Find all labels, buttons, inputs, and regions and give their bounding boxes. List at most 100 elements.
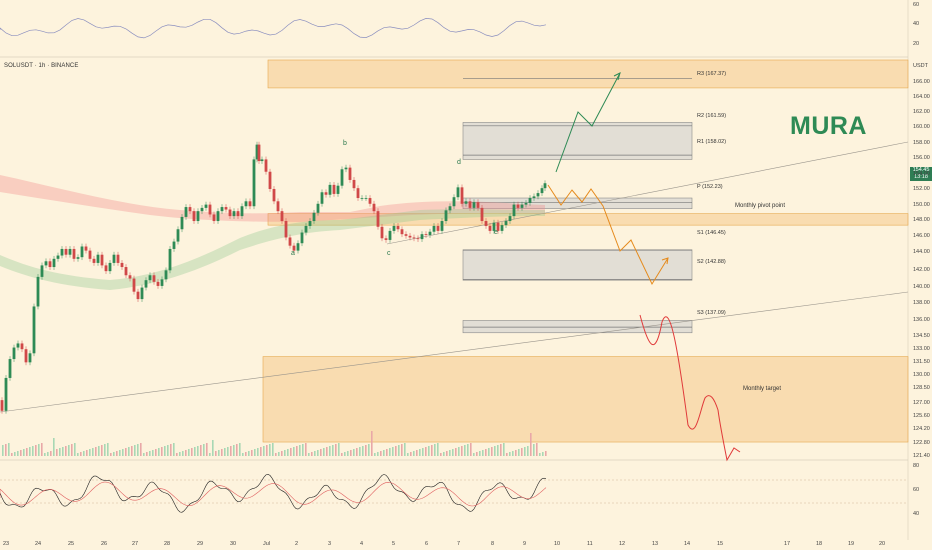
candle-body — [36, 276, 40, 307]
volume-bar — [218, 450, 220, 456]
volume-bar — [362, 446, 364, 456]
candle-body — [148, 275, 152, 281]
volume-bar — [308, 453, 310, 456]
time-tick-label: 17 — [784, 541, 791, 547]
time-tick-label: 24 — [35, 541, 42, 547]
volume-bar — [353, 449, 355, 456]
volume-bar — [173, 443, 175, 456]
volume-bar — [98, 446, 100, 456]
volume-bar — [488, 448, 490, 456]
candle-body — [288, 237, 292, 246]
candle-body — [408, 235, 412, 238]
volume-bar — [62, 447, 64, 456]
candle-body — [388, 230, 392, 240]
candle-body — [528, 198, 532, 203]
volume-bar — [509, 452, 511, 456]
volume-bar — [56, 449, 58, 456]
price-tick-label: 160.00 — [913, 124, 930, 130]
candle-body — [140, 287, 144, 300]
price-tick-label: 127.00 — [913, 400, 930, 406]
volume-bar — [131, 446, 133, 456]
candle-body — [84, 246, 88, 251]
candle-body — [516, 204, 520, 208]
candle-body — [540, 188, 544, 194]
candle-body — [144, 280, 148, 288]
candle-body — [344, 167, 348, 170]
candle-body — [92, 258, 96, 263]
watermark-logo: MURA — [790, 112, 867, 140]
candle-body — [32, 306, 36, 354]
volume-bar — [182, 451, 184, 456]
candle-body — [88, 250, 92, 259]
volume-bar — [281, 451, 283, 456]
time-tick-label: 9 — [523, 541, 527, 547]
candle-body — [224, 207, 228, 210]
candle-body — [156, 281, 160, 286]
volume-bar — [302, 444, 304, 456]
volume-bar — [80, 452, 82, 456]
volume-bar — [497, 445, 499, 456]
upper-oscillator-line — [0, 18, 547, 39]
volume-bar — [512, 451, 514, 456]
volume-bar — [521, 448, 523, 456]
level-s1-label: S1 (146.45) — [697, 230, 726, 236]
candle-body — [208, 204, 212, 215]
volume-bar — [5, 444, 7, 456]
price-tick-label: 131.50 — [913, 359, 930, 365]
volume-bar — [323, 448, 325, 456]
candle-body — [96, 254, 100, 263]
volume-bar — [89, 449, 91, 456]
candle-body — [404, 234, 408, 236]
volume-bar — [533, 444, 535, 456]
candle-body — [124, 267, 128, 276]
candle-body — [348, 167, 352, 180]
volume-bar — [518, 449, 520, 456]
price-tick-label: 156.00 — [913, 155, 930, 161]
time-tick-label: 19 — [848, 541, 855, 547]
wave-label-b: b — [343, 140, 347, 147]
candle-body — [484, 221, 488, 226]
volume-bar — [536, 443, 538, 456]
wave-label-a: a — [291, 250, 295, 257]
candle-body — [108, 262, 112, 272]
volume-bar — [326, 447, 328, 456]
candle-body — [252, 159, 256, 207]
volume-bar — [158, 448, 160, 456]
candle-body — [412, 237, 416, 239]
volume-bar — [47, 452, 49, 456]
volume-bar — [143, 453, 145, 456]
price-tick-label: 142.00 — [913, 267, 930, 273]
volume-bar — [317, 450, 319, 456]
price-tick-label: 121.40 — [913, 453, 930, 459]
volume-bar — [2, 445, 4, 456]
level-s2-label: S2 (142.88) — [697, 259, 726, 265]
volume-bar — [23, 449, 25, 456]
level-r3-label: R3 (167.37) — [697, 71, 727, 77]
price-tick-label: 150.00 — [913, 202, 930, 208]
price-tick-label: 148.00 — [913, 217, 930, 223]
volume-bar — [539, 453, 541, 456]
candle-body — [128, 275, 132, 279]
volume-bar — [482, 450, 484, 456]
time-tick-label: 6 — [425, 541, 429, 547]
candle-body — [268, 171, 272, 189]
time-tick-label: 27 — [132, 541, 139, 547]
time-tick-label: 28 — [164, 541, 171, 547]
candle-body — [116, 254, 120, 263]
candle-body — [280, 211, 284, 222]
volume-bar — [440, 453, 442, 456]
price-tick-label: 122.80 — [913, 440, 930, 446]
candle-body — [504, 221, 508, 226]
candle-body — [112, 254, 116, 263]
volume-bar — [176, 453, 178, 456]
volume-bar — [416, 450, 418, 456]
volume-bar — [11, 453, 13, 456]
volume-bar — [203, 444, 205, 456]
oscillator-tick-label: 60 — [913, 487, 920, 493]
volume-bar — [191, 448, 193, 456]
candle-body — [80, 246, 84, 258]
candle-body — [172, 241, 176, 249]
candle-body — [464, 201, 468, 204]
price-tick-label: 140.00 — [913, 284, 930, 290]
candle-body — [60, 248, 64, 256]
